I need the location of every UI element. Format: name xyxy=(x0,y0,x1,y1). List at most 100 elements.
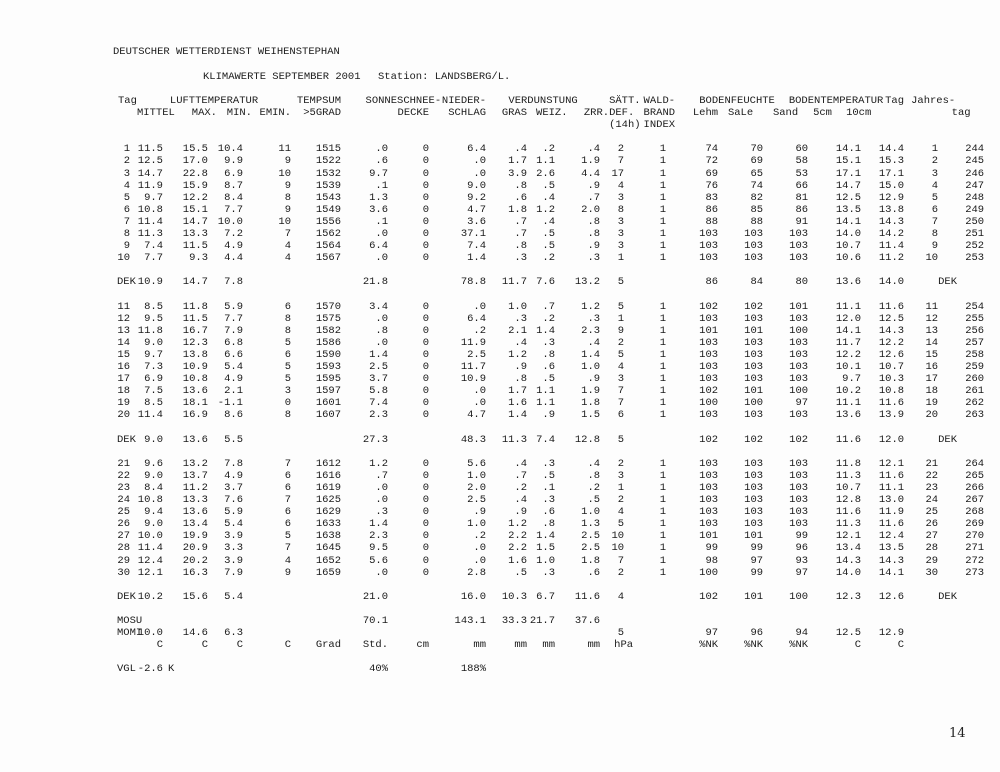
table-cell: 102 xyxy=(744,300,764,313)
table-cell: 3.3 xyxy=(224,542,243,555)
table-cell: 24 xyxy=(117,494,130,507)
table-cell: 273 xyxy=(965,566,985,579)
col-header-tag: Tag xyxy=(118,95,137,107)
table-cell: .2 xyxy=(473,530,487,543)
table-cell xyxy=(666,663,718,675)
table-cell: .3 xyxy=(587,312,601,325)
table-cell: 7 xyxy=(284,228,292,241)
table-cell: 8 xyxy=(284,409,292,422)
table-cell: 14.6 xyxy=(182,627,208,640)
table-cell: .2 xyxy=(542,143,556,156)
table-spacer xyxy=(113,422,984,434)
table-cell xyxy=(938,663,984,675)
table-cell: 8 xyxy=(931,228,939,241)
table-cell: C xyxy=(236,639,243,652)
table-cell: 13.9 xyxy=(878,409,905,422)
table-cell xyxy=(666,615,718,627)
table-cell: 250 xyxy=(965,215,985,228)
table-cell: 11.2 xyxy=(878,252,905,265)
table-cell: 13.8 xyxy=(878,203,905,216)
table-cell: 103 xyxy=(699,312,719,325)
table-cell: 12 xyxy=(117,312,130,325)
table-cell: 1 xyxy=(659,397,667,410)
col-header-bodentemperatur: BODENTEMPERATUR xyxy=(788,95,884,107)
table-cell: 15 xyxy=(925,348,939,361)
table-cell xyxy=(861,663,904,675)
table-cell: 5.4 xyxy=(224,518,243,531)
table-cell xyxy=(624,663,666,675)
table-cell: 7.7 xyxy=(144,252,163,265)
table-cell: 0 xyxy=(422,300,430,313)
table-cell xyxy=(904,591,938,603)
table-spacer xyxy=(113,264,984,276)
table-cell: 11.8 xyxy=(137,324,163,337)
table-cell: 11.6 xyxy=(835,433,862,446)
table-cell: 12.5 xyxy=(878,312,905,325)
table-cell: 262 xyxy=(965,397,985,410)
table-cell: 7.8 xyxy=(224,276,243,289)
table-cell: 14.1 xyxy=(835,324,862,337)
table-row: 27 10.0 19.9 3.9 5 1638 2.3 0.2 2.2 1.4 2.5 10 1 101 1… xyxy=(113,530,984,542)
table-cell: .9 xyxy=(587,240,601,253)
table-cell xyxy=(429,627,486,639)
table-cell xyxy=(388,663,429,675)
table-cell: 9 xyxy=(284,179,292,192)
table-cell: 2.3 xyxy=(369,530,389,543)
table-cell: .0 xyxy=(473,554,487,567)
col-header-schlag: SCHLAG xyxy=(448,107,487,120)
table-cell: 9 xyxy=(284,566,292,579)
table-cell: .9 xyxy=(473,506,487,519)
table-cell: 7 xyxy=(617,385,625,398)
table-cell: 102 xyxy=(789,433,809,446)
station-label: Station: LANDSBERG/L. xyxy=(378,71,511,83)
table-cell: 8 xyxy=(284,324,292,337)
table-cell: 11.3 xyxy=(835,518,862,531)
table-row: 22 9.0 13.7 4.9 6 1616 .7 0 1.0 .7 .5 .8 3 1 103 103 103… xyxy=(113,470,984,482)
table-cell: 9.7 xyxy=(842,373,862,386)
table-cell xyxy=(527,627,555,639)
table-cell: 1.4 xyxy=(508,409,528,422)
table-cell: 103 xyxy=(789,518,809,531)
table-row: 9 7.4 11.5 4.9 4 1564 6.4 0 7.4 .8 .5 .9 3 1 103 103 103… xyxy=(113,240,984,252)
table-row xyxy=(113,446,984,458)
table-cell: 100 xyxy=(789,324,809,337)
table-cell: 1570 xyxy=(315,300,342,313)
table-cell: 14.7 xyxy=(182,276,208,289)
table-cell: 78.8 xyxy=(460,276,487,289)
table-cell: 0 xyxy=(422,312,430,325)
table-cell: 0 xyxy=(422,409,430,422)
table-cell: 0 xyxy=(422,179,430,192)
table-cell: 97 xyxy=(705,627,719,640)
table-cell: 3 xyxy=(617,240,625,253)
table-cell: 29 xyxy=(925,554,939,567)
table-cell: 9.7 xyxy=(144,348,163,361)
table-cell: 270 xyxy=(965,530,985,543)
table-cell: 101 xyxy=(789,300,809,313)
table-cell: 3 xyxy=(931,167,939,180)
table-cell: 9.0 xyxy=(144,518,163,531)
table-cell: 13.6 xyxy=(182,433,208,446)
table-cell: 11.2 xyxy=(182,482,208,494)
table-row: DEK 9.0 13.6 5.5 27.3 48.3 11.3 7.4 12.8 5 102 102 1… xyxy=(113,434,984,446)
table-cell: .7 xyxy=(514,469,528,482)
col-header-sonne: SONNE xyxy=(365,95,398,107)
table-cell: 7.4 xyxy=(144,240,163,253)
table-cell: 6 xyxy=(931,203,939,216)
table-cell: 12.1 xyxy=(835,530,862,543)
table-cell: 6.4 xyxy=(369,240,389,253)
table-cell: 20.9 xyxy=(182,542,208,555)
table-cell: 10 xyxy=(278,215,292,228)
table-cell: 259 xyxy=(965,361,985,374)
table-cell: 7.4 xyxy=(369,397,389,410)
table-cell xyxy=(341,627,388,639)
table-cell: DEK xyxy=(117,433,136,446)
table-cell: 103 xyxy=(789,361,809,374)
table-cell: 37.1 xyxy=(460,228,487,241)
table-cell: 1 xyxy=(659,361,667,374)
table-cell: 3.9 xyxy=(508,167,528,180)
table-cell: 9.6 xyxy=(144,457,163,470)
table-cell: 12.0 xyxy=(835,312,862,325)
table-row: DEK 10.2 15.6 5.4 21.0 16.0 10.3 6.7 11.6 4 102 101… xyxy=(113,591,984,603)
table-cell xyxy=(243,276,291,288)
table-cell: 5 xyxy=(123,191,130,204)
